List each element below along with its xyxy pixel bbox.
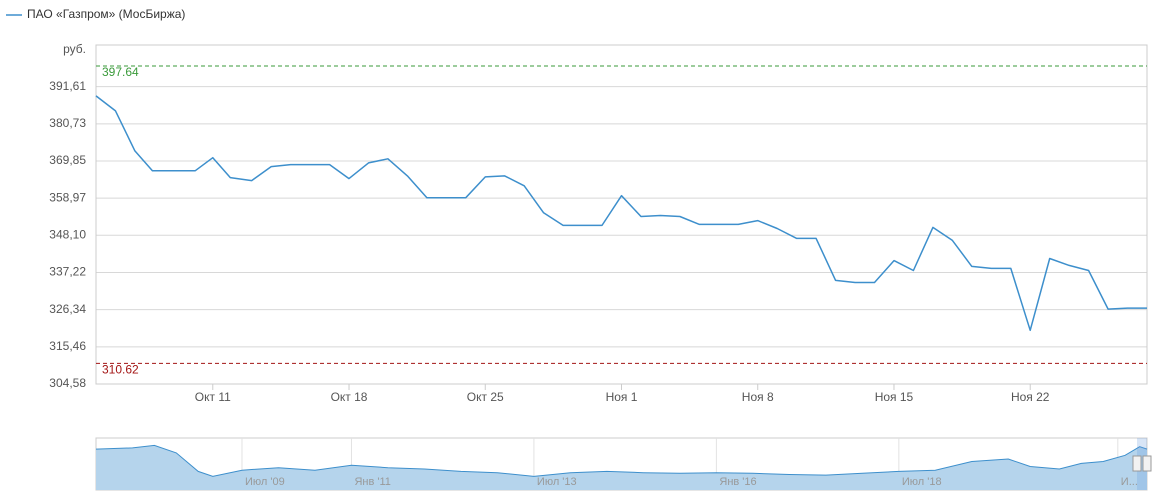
line-series: [95, 95, 1147, 332]
y-tick-label: 337,22: [49, 265, 86, 279]
navigator-tick-label: Янв '16: [719, 476, 756, 488]
navigator-tick-label: Июл '09: [245, 476, 285, 488]
navigator-tick-label: Июл '13: [537, 476, 577, 488]
y-tick-label: 348,10: [49, 227, 86, 241]
y-tick-label: 380,73: [49, 116, 86, 130]
y-tick-label: 304,58: [49, 376, 86, 390]
x-tick-label: Окт 25: [467, 390, 504, 404]
y-tick-label: 326,34: [49, 302, 86, 316]
navigator-selection: [1137, 438, 1147, 490]
navigator-area: [96, 445, 1147, 490]
navigator-tick-label: Янв '11: [354, 476, 390, 488]
y-tick-label: 358,97: [49, 190, 86, 204]
y-tick-label: 369,85: [49, 153, 86, 167]
plot-line-label: 397.64: [102, 65, 139, 79]
plot-line-label: 310.62: [102, 363, 139, 377]
navigator-tick-label: И...: [1121, 476, 1138, 488]
x-tick-label: Окт 18: [331, 390, 368, 404]
legend-label[interactable]: ПАО «Газпром» (МосБиржа): [27, 7, 185, 21]
x-tick-label: Ноя 8: [742, 390, 774, 404]
navigator-handle[interactable]: [1142, 455, 1152, 472]
x-tick-label: Ноя 22: [1011, 390, 1050, 404]
navigator-tick-label: Июл '18: [902, 476, 942, 488]
y-tick-label: 391,61: [49, 79, 86, 93]
y-tick-label: 315,46: [49, 339, 86, 353]
plot-border: [95, 44, 1148, 385]
x-tick-label: Ноя 15: [875, 390, 914, 404]
navigator-line: [95, 444, 1148, 477]
navigator-handle[interactable]: [1132, 455, 1142, 472]
y-unit: руб.: [63, 42, 86, 56]
x-tick-label: Ноя 1: [606, 390, 638, 404]
x-tick-label: Окт 11: [195, 390, 231, 404]
